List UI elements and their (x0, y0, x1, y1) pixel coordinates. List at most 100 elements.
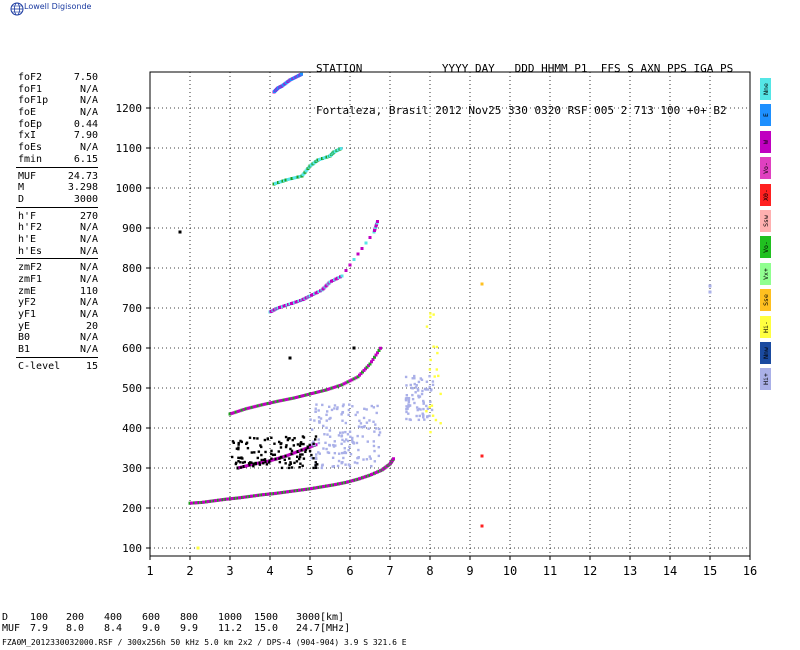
legend-label: Vo- (761, 162, 770, 175)
x-tick-label: 16 (743, 564, 757, 578)
trace-point (296, 395, 300, 399)
distance-value: 600 (142, 612, 161, 623)
trace-point (298, 395, 302, 398)
trace-point (258, 403, 262, 407)
cloud-point (422, 399, 425, 403)
cloud-point (365, 408, 368, 411)
cloud-point (293, 461, 296, 465)
cloud-point (279, 455, 283, 459)
trace-point (356, 252, 360, 256)
legend-swatch: Nnw (760, 341, 771, 364)
trace-point (294, 450, 298, 454)
param-value: N/A (79, 245, 98, 257)
cloud-point (279, 442, 282, 446)
cloud-point (407, 412, 410, 415)
cloud-point (421, 413, 425, 416)
cloud-point (348, 403, 351, 406)
cloud-point (436, 351, 439, 355)
cloud-point (337, 459, 341, 463)
trace-point (256, 404, 260, 408)
isolated-point (708, 290, 712, 294)
param-name: foEs (18, 142, 43, 154)
param-value: N/A (79, 344, 98, 356)
cloud-point (277, 440, 281, 444)
trace-point (361, 370, 364, 374)
cloud-point (237, 460, 240, 463)
cloud-point (258, 463, 262, 466)
cloud-point (259, 444, 262, 447)
cloud-point (405, 417, 408, 421)
cloud-point (333, 451, 337, 455)
cloud-point (322, 447, 325, 450)
x-tick-label: 15 (703, 564, 717, 578)
cloud-point (340, 461, 343, 464)
muf-value: 24.7 (296, 623, 321, 634)
cloud-point (415, 384, 418, 387)
trace-point (242, 407, 246, 411)
cloud-point (343, 450, 347, 454)
cloud-point (347, 413, 350, 417)
cloud-point (279, 446, 283, 449)
cloud-point (315, 457, 318, 461)
cloud-point (328, 405, 331, 408)
cloud-point (341, 419, 344, 422)
legend-swatch: Hi- (760, 315, 771, 338)
param-name: h'F2 (18, 222, 43, 234)
cloud-point (278, 457, 281, 460)
cloud-point (315, 453, 318, 456)
trace-point (316, 390, 320, 394)
cloud-point (317, 451, 320, 454)
x-tick-label: 8 (426, 564, 433, 578)
cloud-point (344, 438, 348, 441)
param-name: h'Es (18, 245, 43, 257)
cloud-point (430, 388, 433, 391)
trace-point (232, 411, 236, 415)
param-value: N/A (79, 142, 98, 154)
cloud-point (239, 466, 243, 469)
cloud-point (417, 394, 420, 398)
param-value: 6.15 (73, 153, 98, 165)
muf-label: MUF (2, 623, 21, 634)
trace-point (356, 375, 360, 379)
trace-point (348, 379, 352, 383)
trace-point (268, 459, 272, 463)
trace-point (280, 398, 284, 402)
cloud-point (356, 434, 359, 438)
cloud-point (297, 457, 301, 461)
trace-point (276, 399, 280, 403)
legend-swatch: Vo- (760, 157, 771, 180)
cloud-point (340, 451, 344, 455)
cloud-point (302, 442, 305, 446)
cloud-point (308, 449, 312, 453)
cloud-point (435, 345, 439, 349)
trace-point (373, 355, 376, 359)
cloud-point (299, 442, 302, 445)
trace-point (264, 402, 268, 406)
cloud-point (265, 463, 269, 466)
trace-point (250, 405, 254, 409)
param-name: h'F (18, 210, 37, 222)
cloud-point (362, 425, 366, 429)
cloud-point (429, 400, 432, 403)
legend-label: Nne (761, 83, 770, 95)
cloud-point (370, 464, 373, 468)
param-name: foF1p (18, 95, 49, 107)
cloud-point (302, 436, 306, 439)
trace-point (278, 399, 282, 403)
cloud-point (260, 445, 263, 449)
trace-point (312, 391, 316, 395)
param-name: yF1 (18, 309, 37, 321)
cloud-point (333, 407, 336, 410)
legend-label: Nnw (761, 347, 770, 359)
cloud-point (408, 418, 411, 421)
legend-label: Hi+ (761, 373, 770, 386)
muf-unit: [MHz] (320, 623, 351, 634)
param-row: foEp 0.44 (2, 119, 98, 131)
param-name: fxI (18, 130, 37, 142)
cloud-point (289, 461, 292, 464)
trace-point (340, 383, 344, 387)
cloud-point (288, 457, 291, 460)
cloud-point (416, 389, 420, 392)
cloud-point (429, 430, 432, 434)
cloud-point (417, 380, 421, 384)
